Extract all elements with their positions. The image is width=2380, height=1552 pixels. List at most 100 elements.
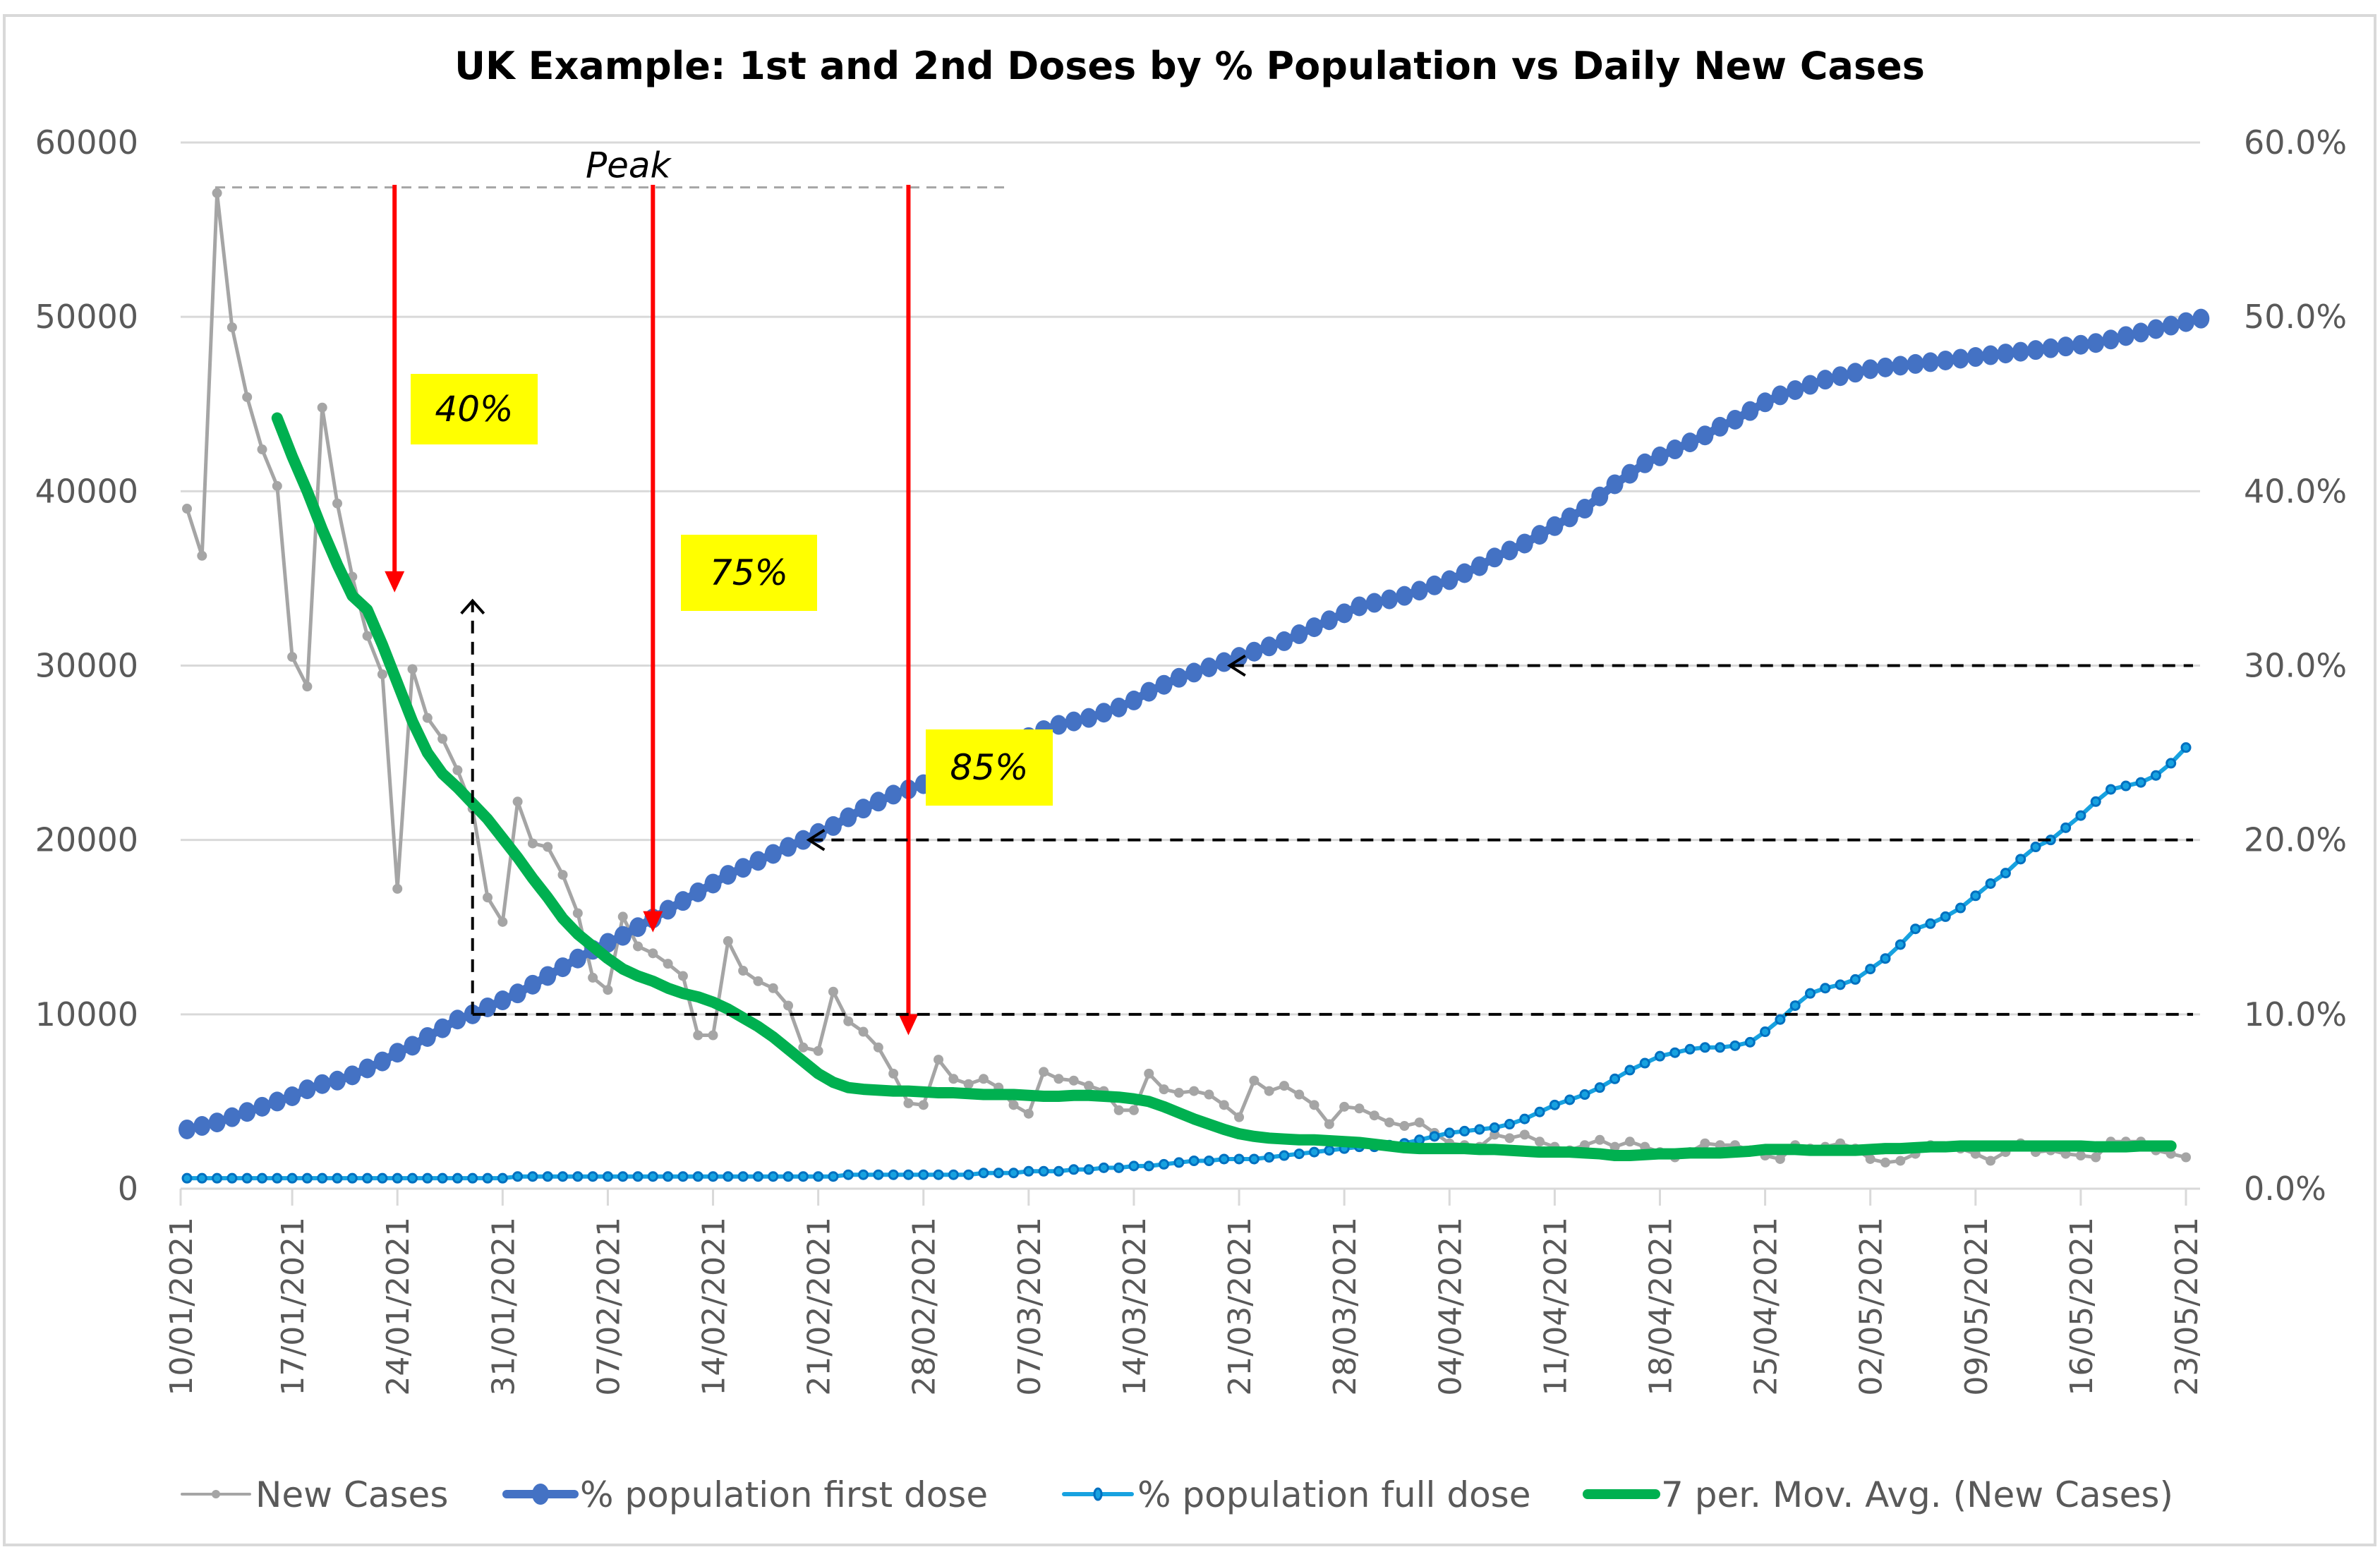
first-dose-point (764, 844, 782, 864)
first-dose-point (1907, 353, 1924, 374)
first-dose-point (1381, 589, 1399, 610)
new-cases-point (302, 681, 313, 692)
new-cases-point (843, 1016, 854, 1026)
new-cases-point (1084, 1081, 1094, 1091)
full-dose-point (1519, 1113, 1530, 1124)
full-dose-point (1699, 1042, 1710, 1053)
full-dose-point (1594, 1082, 1605, 1093)
full-dose-point (1098, 1162, 1109, 1173)
first-dose-point (1741, 401, 1759, 421)
highlight-box (926, 729, 1053, 806)
full-dose-point (1023, 1165, 1034, 1177)
new-cases-point (768, 983, 778, 993)
full-dose-point (723, 1171, 734, 1182)
new-cases-point (1249, 1075, 1260, 1086)
full-dose-point (1219, 1153, 1230, 1165)
new-cases-point (437, 734, 448, 744)
first-dose-point (629, 917, 647, 938)
highlight-box-label: 40% (435, 389, 513, 430)
highlight-box (411, 374, 538, 444)
first-dose-point (1275, 631, 1293, 651)
full-dose-point (346, 1172, 358, 1184)
new-cases-point (1535, 1136, 1545, 1147)
full-dose-point (2165, 758, 2177, 769)
y-right-tick-label: 20.0% (2244, 821, 2347, 859)
first-dose-point (1861, 359, 1879, 380)
first-dose-point (344, 1065, 361, 1086)
full-dose-point (1910, 923, 1921, 935)
new-cases-point (272, 480, 282, 491)
full-dose-point (317, 1172, 328, 1184)
first-dose-point (1170, 667, 1188, 688)
legend-label: % population full dose (1137, 1474, 1530, 1515)
new-cases-point (377, 669, 387, 679)
first-dose-point (1771, 385, 1789, 406)
first-dose-point (1110, 697, 1128, 717)
full-dose-point (1624, 1065, 1636, 1076)
new-cases-point (1219, 1100, 1229, 1110)
first-dose-point (253, 1096, 271, 1117)
full-dose-point (437, 1172, 448, 1184)
new-cases-point (588, 972, 598, 983)
first-dose-point (1516, 533, 1533, 554)
new-cases-point (572, 908, 583, 919)
first-dose-point (404, 1036, 421, 1056)
full-dose-point (1534, 1106, 1545, 1117)
new-cases-point (663, 959, 673, 969)
first-dose-point (179, 1119, 195, 1139)
new-cases-point (422, 713, 433, 723)
full-dose-point (617, 1171, 629, 1182)
x-axis: 10/01/2021 17/01/2021 24/01/2021 31/01/2021… (164, 1187, 2205, 1396)
new-cases-point (1700, 1138, 1710, 1148)
full-dose-point (783, 1171, 794, 1182)
first-dose-point (1095, 703, 1113, 723)
first-dose-point (298, 1079, 316, 1100)
new-cases-point (813, 1045, 823, 1056)
x-tick-label: 25/04/2021 (1748, 1217, 1784, 1396)
first-dose-point (1967, 347, 1984, 368)
new-cases-point (1369, 1110, 1379, 1121)
reference-arrow-head (460, 598, 485, 615)
new-cases-point (738, 966, 749, 976)
first-dose-point (434, 1018, 452, 1038)
peak-label: Peak (586, 145, 672, 186)
legend-label: New Cases (255, 1474, 448, 1515)
new-cases-point (362, 631, 373, 641)
reference-arrow-head (806, 828, 826, 851)
full-dose-point (1038, 1165, 1049, 1177)
full-dose-point (797, 1171, 809, 1182)
first-dose-point (1696, 425, 1714, 446)
chart-title: UK Example: 1st and 2nd Doses by % Popul… (454, 44, 1925, 88)
red-arrow-head (898, 1014, 919, 1036)
first-dose-point (885, 784, 902, 805)
full-dose-point (1849, 974, 1861, 985)
first-dose-point (524, 974, 541, 995)
first-dose-point (1801, 375, 1819, 395)
legend-swatch-marker (1093, 1487, 1103, 1501)
full-dose-point (181, 1172, 193, 1184)
full-dose-point (1549, 1099, 1560, 1110)
full-dose-point (527, 1171, 538, 1182)
first-dose-point (1125, 690, 1142, 710)
new-cases-point (332, 498, 343, 509)
new-cases-point (1609, 1141, 1620, 1152)
first-dose-point (2072, 334, 2089, 355)
x-tick-label: 21/02/2021 (802, 1217, 838, 1396)
legend: New Cases % population first dose % popula… (181, 1474, 2173, 1515)
x-tick-label: 28/02/2021 (907, 1217, 943, 1396)
first-dose-point (1291, 624, 1308, 645)
full-dose-point (1203, 1155, 1214, 1166)
full-dose-point (1744, 1036, 1756, 1048)
first-dose-point (313, 1074, 331, 1094)
full-dose-point (362, 1172, 373, 1184)
y-left-tick-label: 10000 (35, 995, 138, 1033)
first-dose-point (2057, 337, 2074, 357)
annotations-front: 40% 75% 85% (385, 185, 2193, 1036)
new-cases-point (1008, 1100, 1019, 1110)
first-dose-point (1921, 352, 1939, 372)
new-cases-point (1113, 1105, 1124, 1115)
first-dose-point (449, 1010, 466, 1030)
full-dose-point (2030, 842, 2041, 853)
first-dose-point (373, 1051, 391, 1072)
new-cases-point (1173, 1088, 1184, 1098)
